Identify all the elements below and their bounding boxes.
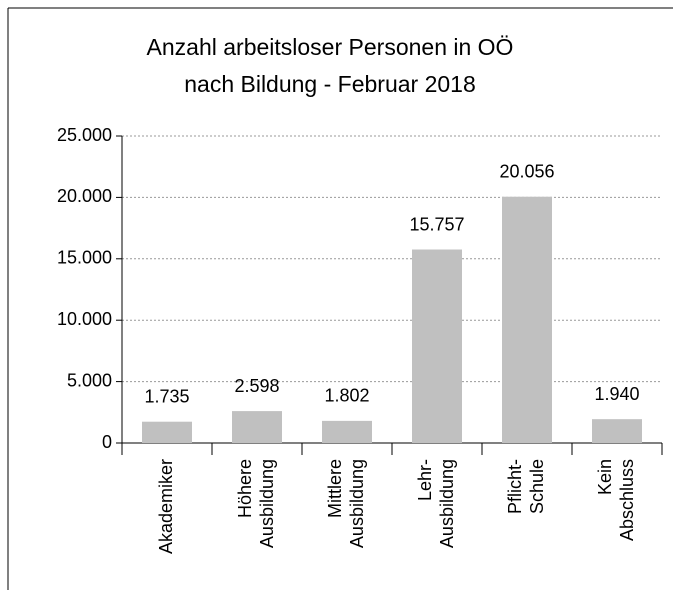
y-tick-label: 5.000 (67, 370, 112, 390)
bar (322, 420, 372, 443)
x-tick-label: Akademiker (156, 459, 176, 554)
x-tick-label: Ausbildung (437, 459, 457, 548)
data-label: 1.940 (594, 384, 639, 404)
bar (232, 411, 282, 443)
y-tick-label: 10.000 (57, 309, 112, 329)
data-label: 1.802 (324, 386, 369, 406)
y-tick-label: 0 (102, 432, 112, 452)
x-tick-label: Abschluss (617, 459, 637, 541)
x-tick-label: Höhere (235, 459, 255, 518)
bar (502, 196, 552, 443)
x-tick-label: Ausbildung (257, 459, 277, 548)
y-tick-label: 20.000 (57, 186, 112, 206)
x-tick-label: Lehr- (415, 459, 435, 501)
bar (412, 249, 462, 443)
bar (592, 419, 642, 443)
data-label: 20.056 (499, 161, 554, 181)
x-tick-label: Schule (527, 459, 547, 514)
y-tick-label: 15.000 (57, 248, 112, 268)
chart-title: nach Bildung - Februar 2018 (184, 71, 476, 97)
chart-title: Anzahl arbeitsloser Personen in OÖ (147, 34, 514, 60)
bar (142, 421, 192, 443)
x-tick-label: Pflicht- (505, 459, 525, 514)
x-tick-label: Mittlere (325, 459, 345, 518)
data-label: 15.757 (409, 214, 464, 234)
x-tick-label: Kein (595, 459, 615, 495)
data-label: 2.598 (234, 376, 279, 396)
data-label: 1.735 (144, 386, 189, 406)
x-tick-label: Ausbildung (347, 459, 367, 548)
y-tick-label: 25.000 (57, 125, 112, 145)
